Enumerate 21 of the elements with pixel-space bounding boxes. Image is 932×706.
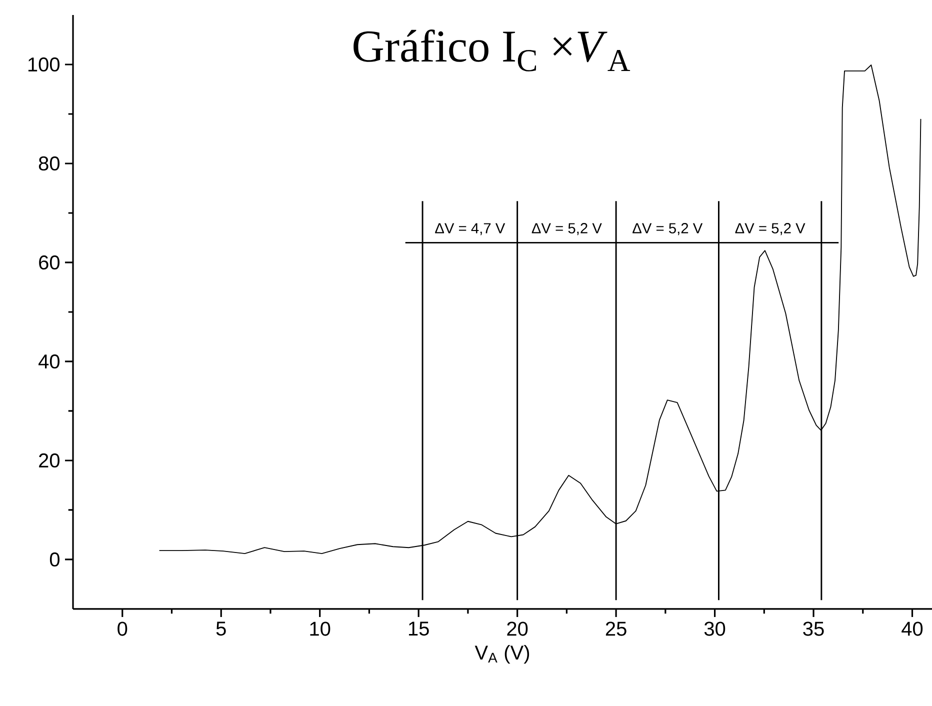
x-tick-label: 15	[408, 622, 429, 636]
annotation: ΔV = 4,7 V	[435, 223, 506, 236]
x-tick-label: 30	[704, 622, 726, 636]
chart-title: Gráfico I$_{C}$ ×V$_{A}$	[354, 30, 630, 72]
y-tick-label: 100	[28, 57, 60, 72]
x-axis-title: V$_{A}$ (V)	[474, 645, 530, 664]
y-tick-label: 20	[39, 453, 60, 468]
x-tick-label: 25	[606, 622, 626, 636]
y-tick-label: 0	[50, 552, 60, 567]
annotation: ΔV = 5,2 V	[532, 223, 602, 236]
x-tick-label: 10	[310, 622, 330, 636]
x-tick-label: 40	[902, 622, 923, 636]
x-tick-label: 5	[216, 622, 226, 636]
y-tick-label: 60	[39, 255, 60, 270]
x-tick-label: 0	[118, 622, 128, 636]
y-tick-label: 80	[38, 156, 60, 171]
annotation: ΔV = 5,2 V	[632, 223, 703, 236]
annotation: ΔV = 5,2 V	[735, 223, 806, 236]
x-tick-label: 20	[507, 622, 528, 636]
y-tick-label: 40	[38, 354, 60, 369]
x-tick-label: 35	[803, 622, 824, 636]
